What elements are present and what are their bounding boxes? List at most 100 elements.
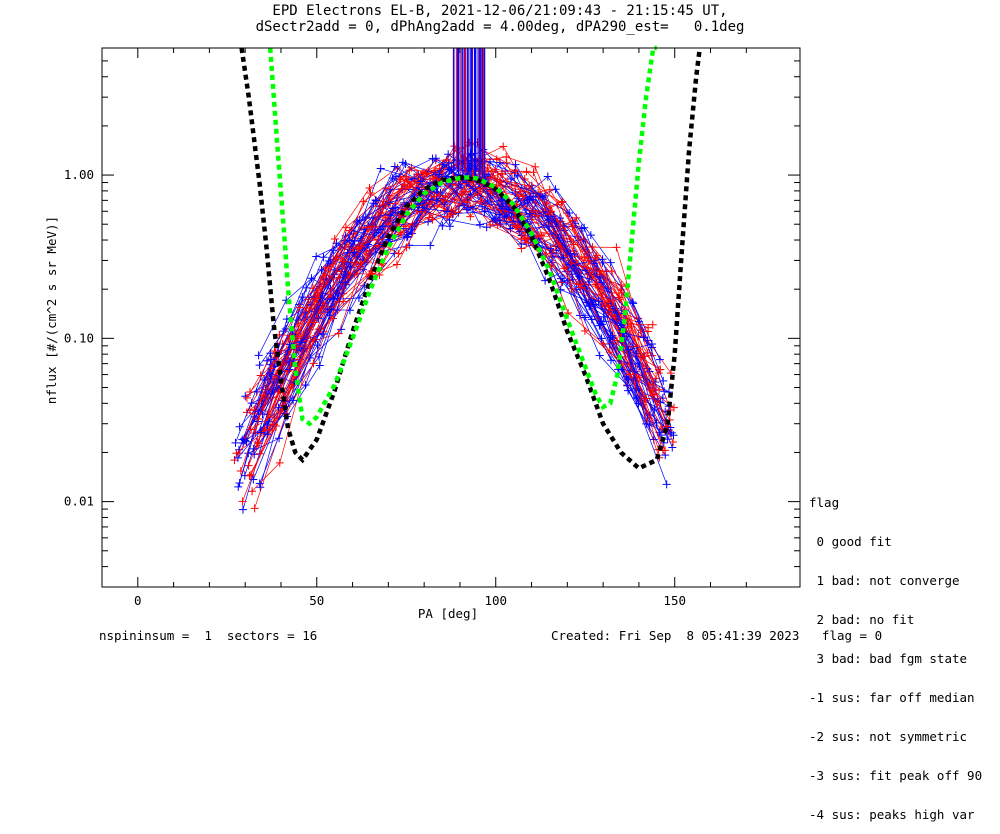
data-point-marker [567, 259, 576, 268]
data-point-marker [639, 333, 648, 342]
data-point-marker [639, 352, 648, 361]
data-point-marker [549, 212, 558, 221]
data-point-marker [275, 458, 284, 467]
data-point-marker [618, 365, 627, 374]
data-point-marker [386, 211, 395, 220]
data-point-marker [402, 233, 411, 242]
axes-ticks: 0 50 100 150 0.01 0.10 1.00 [64, 47, 800, 608]
chart-title-line-1: EPD Electrons EL-B, 2021-12-06/21:09:43 … [272, 3, 728, 19]
data-point-marker [575, 272, 584, 281]
data-point-marker [655, 385, 664, 394]
data-point-marker [584, 256, 593, 265]
x-tick-label: 150 [663, 593, 686, 608]
data-point-marker [239, 439, 248, 448]
data-point-marker [522, 167, 531, 176]
data-point-marker [445, 165, 454, 174]
data-point-marker [586, 231, 595, 240]
data-point-marker [502, 212, 511, 221]
data-point-marker [285, 357, 294, 366]
data-point-marker [533, 232, 542, 241]
y-axis-label: nflux [#/(cm^2 s sr MeV)] [44, 216, 59, 404]
data-point-marker [248, 487, 257, 496]
data-point-marker [534, 211, 543, 220]
data-point-marker [595, 267, 604, 276]
data-point-marker [254, 439, 263, 448]
data-point-marker [584, 277, 593, 286]
data-point-marker [295, 303, 304, 312]
data-point-marker [525, 209, 534, 218]
data-point-marker [559, 253, 568, 262]
data-point-marker [648, 320, 657, 329]
chart-title-line-2: dSectr2add = 0, dPhAng2add = 4.00deg, dP… [255, 19, 745, 35]
data-point-marker [309, 359, 318, 368]
data-point-marker [496, 216, 505, 225]
data-point-marker [606, 258, 615, 267]
data-point-marker [359, 197, 368, 206]
data-point-marker [628, 298, 637, 307]
data-point-marker [249, 444, 258, 453]
green-fit-curve [267, 45, 657, 427]
data-point-marker [329, 246, 338, 255]
data-point-marker [591, 280, 600, 289]
data-point-marker [425, 213, 434, 222]
data-point-marker [232, 449, 241, 458]
data-point-marker [319, 253, 328, 262]
data-point-marker [462, 178, 471, 187]
data-point-marker [388, 204, 397, 213]
data-point-marker [230, 456, 239, 465]
data-point-marker [661, 446, 670, 455]
data-point-marker [355, 216, 364, 225]
data-point-marker [511, 160, 520, 169]
measurement-trace [259, 169, 644, 484]
data-point-marker [669, 437, 678, 446]
data-point-marker [655, 355, 664, 364]
data-point-marker [463, 205, 472, 214]
data-point-marker [537, 231, 546, 240]
data-point-marker [642, 394, 651, 403]
data-point-marker [617, 288, 626, 297]
data-point-marker [581, 247, 590, 256]
data-point-marker [354, 294, 363, 303]
data-point-marker [493, 175, 502, 184]
data-point-marker [607, 356, 616, 365]
data-point-marker [654, 369, 663, 378]
data-point-marker [334, 329, 343, 338]
data-point-marker [545, 185, 554, 194]
data-point-marker [669, 431, 678, 440]
footer-right: Created: Fri Sep 8 05:41:39 2023 flag = … [551, 628, 883, 643]
data-point-marker [363, 257, 372, 266]
data-point-marker [645, 420, 654, 429]
data-point-marker [486, 220, 495, 229]
data-point-marker [416, 177, 425, 186]
data-point-marker [475, 220, 484, 229]
data-point-marker [242, 437, 251, 446]
data-point-marker [576, 283, 585, 292]
data-point-marker [513, 171, 522, 180]
data-point-marker [428, 215, 437, 224]
data-point-marker [263, 430, 272, 439]
data-point-marker [608, 296, 617, 305]
data-point-marker [520, 234, 529, 243]
data-point-marker [259, 391, 268, 400]
data-point-marker [666, 423, 675, 432]
data-point-marker [374, 241, 383, 250]
data-point-marker [341, 278, 350, 287]
measurement-trace [266, 167, 653, 435]
data-point-marker [400, 180, 409, 189]
data-point-marker [330, 235, 339, 244]
data-point-marker [244, 461, 253, 470]
data-point-marker [302, 304, 311, 313]
data-point-marker [580, 252, 589, 261]
data-point-marker [626, 370, 635, 379]
data-point-marker [246, 470, 255, 479]
data-point-marker [398, 158, 407, 167]
data-point-marker [498, 204, 507, 213]
data-point-marker [652, 418, 661, 427]
data-point-marker [270, 420, 279, 429]
data-point-marker [476, 184, 485, 193]
data-point-marker [492, 155, 501, 164]
data-point-marker [558, 197, 567, 206]
data-point-marker [669, 403, 678, 412]
data-point-marker [312, 294, 321, 303]
data-point-marker [476, 197, 485, 206]
